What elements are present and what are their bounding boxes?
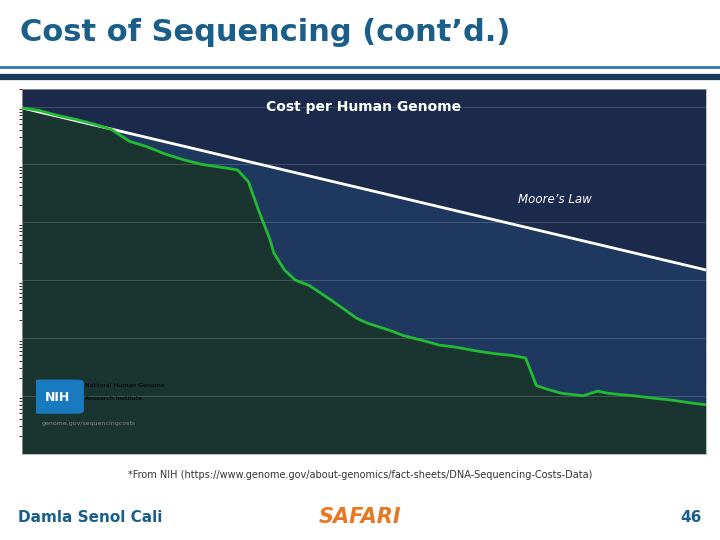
Text: genome.gov/sequencingcosts: genome.gov/sequencingcosts: [42, 421, 135, 426]
Text: SAFARI: SAFARI: [319, 507, 401, 527]
Text: Cost of Sequencing (cont’d.): Cost of Sequencing (cont’d.): [20, 18, 510, 48]
Text: Research Institute: Research Institute: [85, 396, 143, 401]
Text: National Human Genome: National Human Genome: [85, 383, 165, 388]
Text: *From NIH (https://www.genome.gov/about-genomics/fact-sheets/DNA-Sequencing-Cost: *From NIH (https://www.genome.gov/about-…: [128, 470, 592, 480]
Text: NIH: NIH: [45, 390, 71, 403]
Text: 46: 46: [680, 510, 702, 524]
Text: Damla Senol Cali: Damla Senol Cali: [18, 510, 163, 524]
Text: Cost per Human Genome: Cost per Human Genome: [266, 100, 462, 114]
FancyBboxPatch shape: [32, 380, 84, 414]
Text: Moore’s Law: Moore’s Law: [518, 193, 592, 206]
